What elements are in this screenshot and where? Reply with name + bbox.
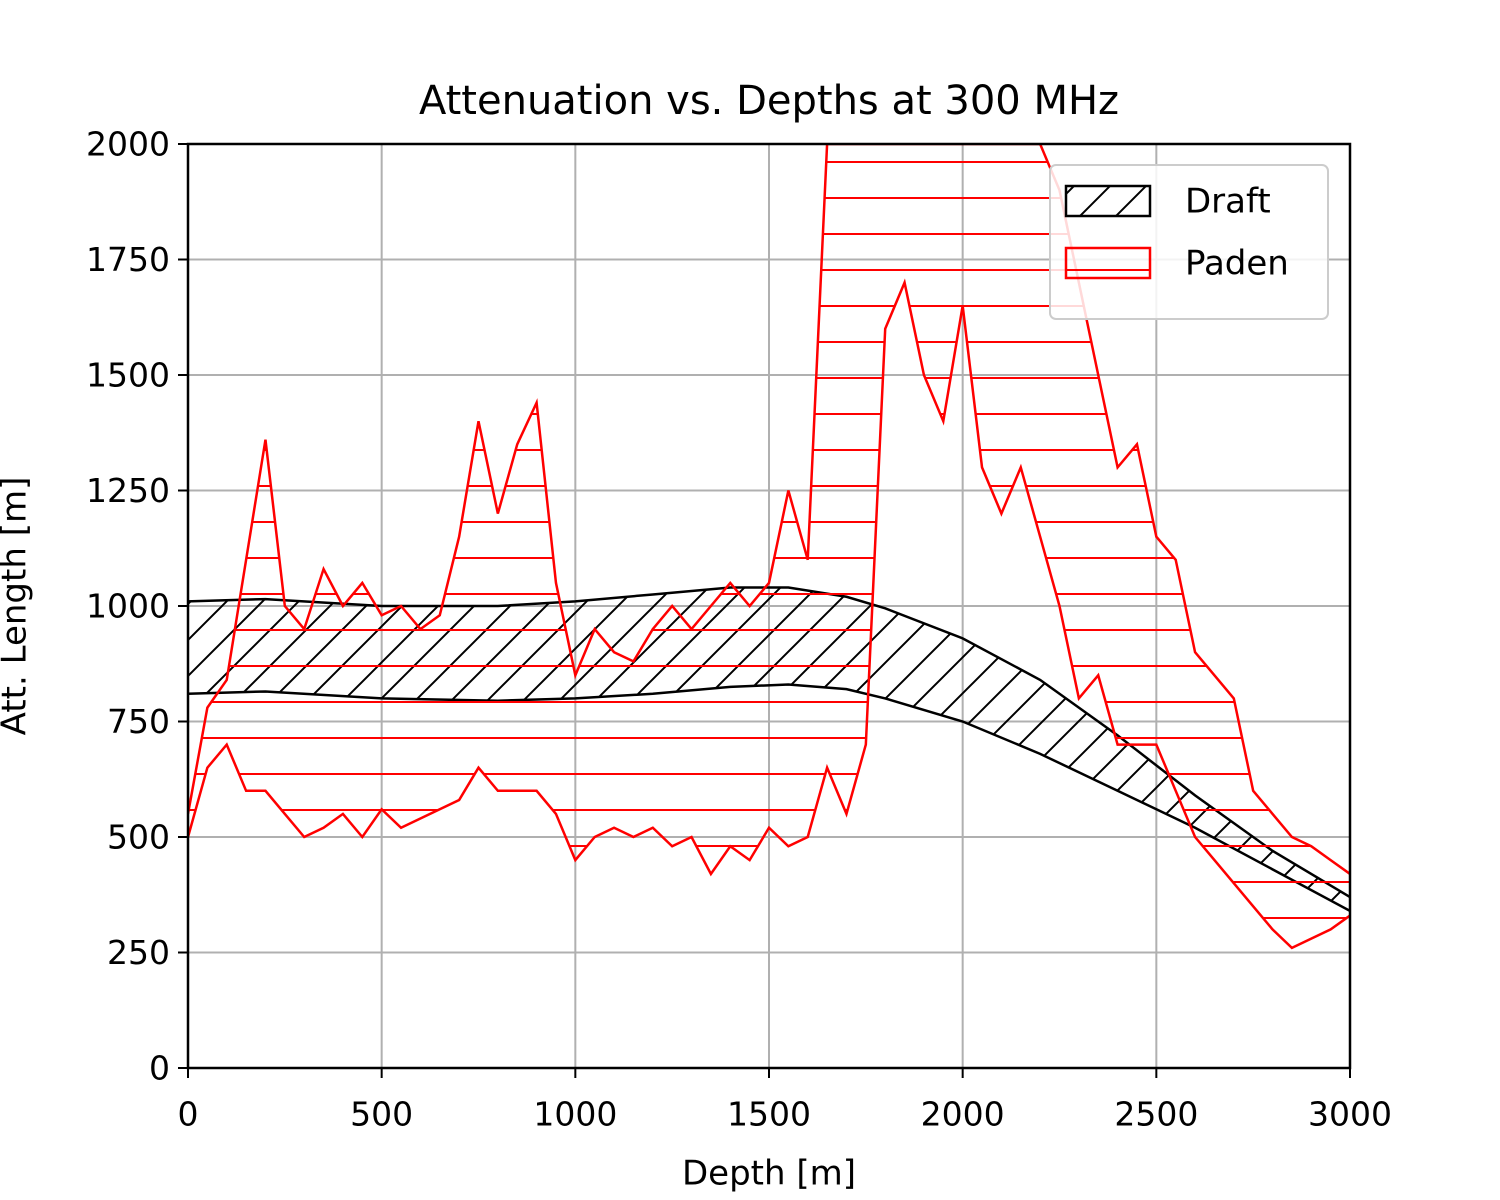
- x-tick-label: 3000: [1308, 1095, 1392, 1134]
- x-tick-label: 2000: [921, 1095, 1005, 1134]
- x-tick-label: 500: [350, 1095, 413, 1134]
- x-tick-label: 2500: [1114, 1095, 1198, 1134]
- band-edge: [188, 144, 1350, 875]
- y-tick-label: 0: [149, 1049, 170, 1088]
- legend-swatch: [1064, 246, 1152, 280]
- y-tick-label: 250: [107, 933, 170, 972]
- y-axis-label: Att. Length [m]: [0, 477, 35, 736]
- x-tick-label: 1500: [727, 1095, 811, 1134]
- legend-label: Paden: [1185, 244, 1289, 284]
- x-axis-label: Depth [m]: [682, 1154, 856, 1194]
- y-tick-label: 1000: [86, 587, 170, 626]
- band-fill: [188, 144, 1350, 948]
- y-tick-label: 500: [107, 818, 170, 857]
- y-tick-label: 1500: [86, 356, 170, 395]
- y-tick-label: 750: [107, 702, 170, 741]
- y-tick-label: 2000: [86, 125, 170, 164]
- band-edge: [188, 278, 1350, 950]
- y-tick-label: 1750: [86, 240, 170, 279]
- x-tick-label: 1000: [533, 1095, 617, 1134]
- y-tick-label: 1250: [86, 471, 170, 510]
- legend-swatch: [1064, 184, 1152, 218]
- legend-label: Draft: [1185, 182, 1271, 222]
- x-tick-label: 0: [178, 1095, 199, 1134]
- chart-title: Attenuation vs. Depths at 300 MHz: [419, 78, 1119, 124]
